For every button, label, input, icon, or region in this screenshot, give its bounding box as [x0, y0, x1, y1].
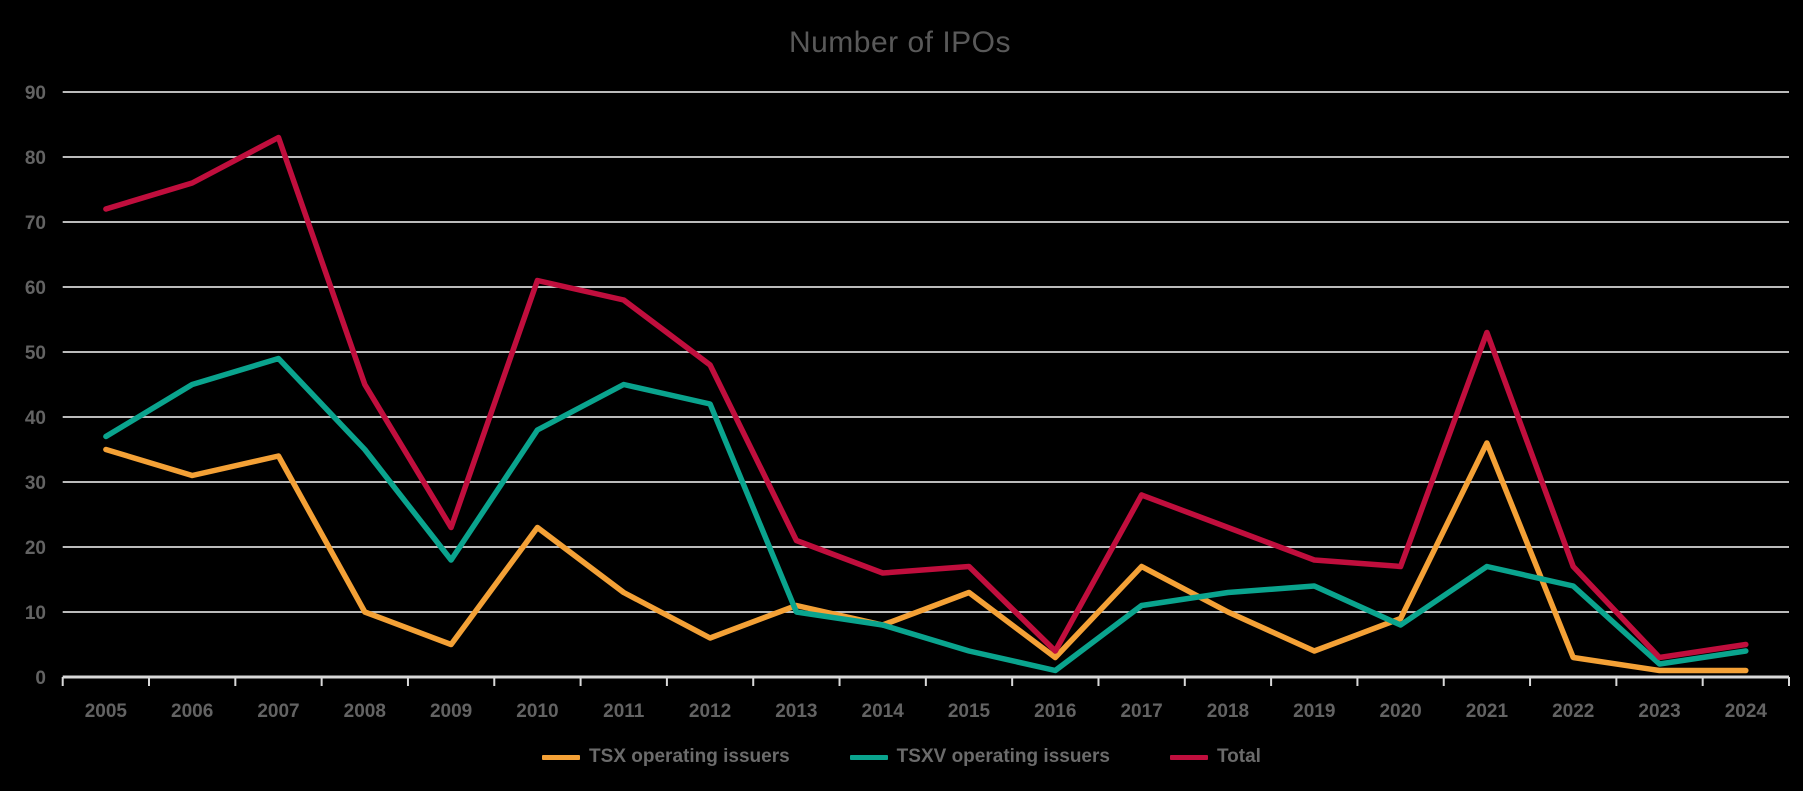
x-tick-label: 2007 [257, 701, 299, 722]
legend-swatch [849, 754, 888, 760]
x-tick-label: 2019 [1293, 701, 1335, 722]
x-tick-label: 2014 [862, 701, 905, 722]
y-tick-label: 50 [25, 343, 46, 364]
x-tick-label: 2009 [430, 701, 472, 722]
legend-label: TSX operating issuers [589, 746, 790, 767]
legend-item: TSXV operating issuers [849, 746, 1110, 768]
x-tick-label: 2024 [1725, 701, 1768, 722]
x-tick-label: 2015 [948, 701, 991, 722]
x-tick-label: 2006 [171, 701, 213, 722]
x-tick-label: 2020 [1379, 701, 1421, 722]
legend-item: TSX operating issuers [542, 746, 790, 768]
y-tick-label: 80 [25, 148, 46, 169]
legend-swatch [1169, 754, 1208, 760]
x-tick-label: 2010 [516, 701, 558, 722]
legend: TSX operating issuers TSXV operating issu… [0, 746, 1803, 768]
x-tick-label: 2013 [775, 701, 817, 722]
legend-label: Total [1216, 746, 1261, 767]
y-tick-label: 90 [25, 83, 46, 104]
y-tick-label: 20 [25, 538, 46, 559]
x-tick-label: 2022 [1552, 701, 1594, 722]
x-tick-label: 2018 [1207, 701, 1249, 722]
x-tick-label: 2008 [344, 701, 386, 722]
x-axis [61, 675, 1790, 686]
chart-title: Number of IPOs [789, 26, 1011, 59]
y-tick-label: 40 [25, 408, 46, 429]
x-tick-label: 2005 [85, 701, 128, 722]
legend-item: Total [1169, 746, 1261, 768]
series-line-tsxv-operating-issuers [103, 355, 1749, 674]
y-axis-labels: 0 10 20 30 40 50 60 70 80 90 [25, 83, 46, 689]
legend-label: TSXV operating issuers [896, 746, 1110, 767]
y-tick-label: 60 [25, 278, 46, 299]
y-tick-label: 70 [25, 213, 46, 234]
x-tick-label: 2016 [1034, 701, 1076, 722]
series-lines [103, 134, 1749, 674]
y-tick-label: 10 [25, 603, 46, 624]
x-tick-label: 2012 [689, 701, 731, 722]
gridlines [62, 91, 1789, 613]
series-line-total [103, 134, 1749, 661]
x-tick-label: 2017 [1120, 701, 1162, 722]
y-tick-label: 30 [25, 473, 46, 494]
x-tick-label: 2023 [1638, 701, 1680, 722]
y-tick-label: 0 [35, 668, 46, 689]
x-axis-labels: 2005 2006 2007 2008 2009 2010 2011 2012 2013 2014… [85, 701, 1768, 722]
x-tick-label: 2021 [1466, 701, 1509, 722]
series-line-tsx-operating-issuers [103, 440, 1749, 674]
legend-swatch [542, 754, 581, 760]
x-tick-label: 2011 [603, 701, 645, 722]
